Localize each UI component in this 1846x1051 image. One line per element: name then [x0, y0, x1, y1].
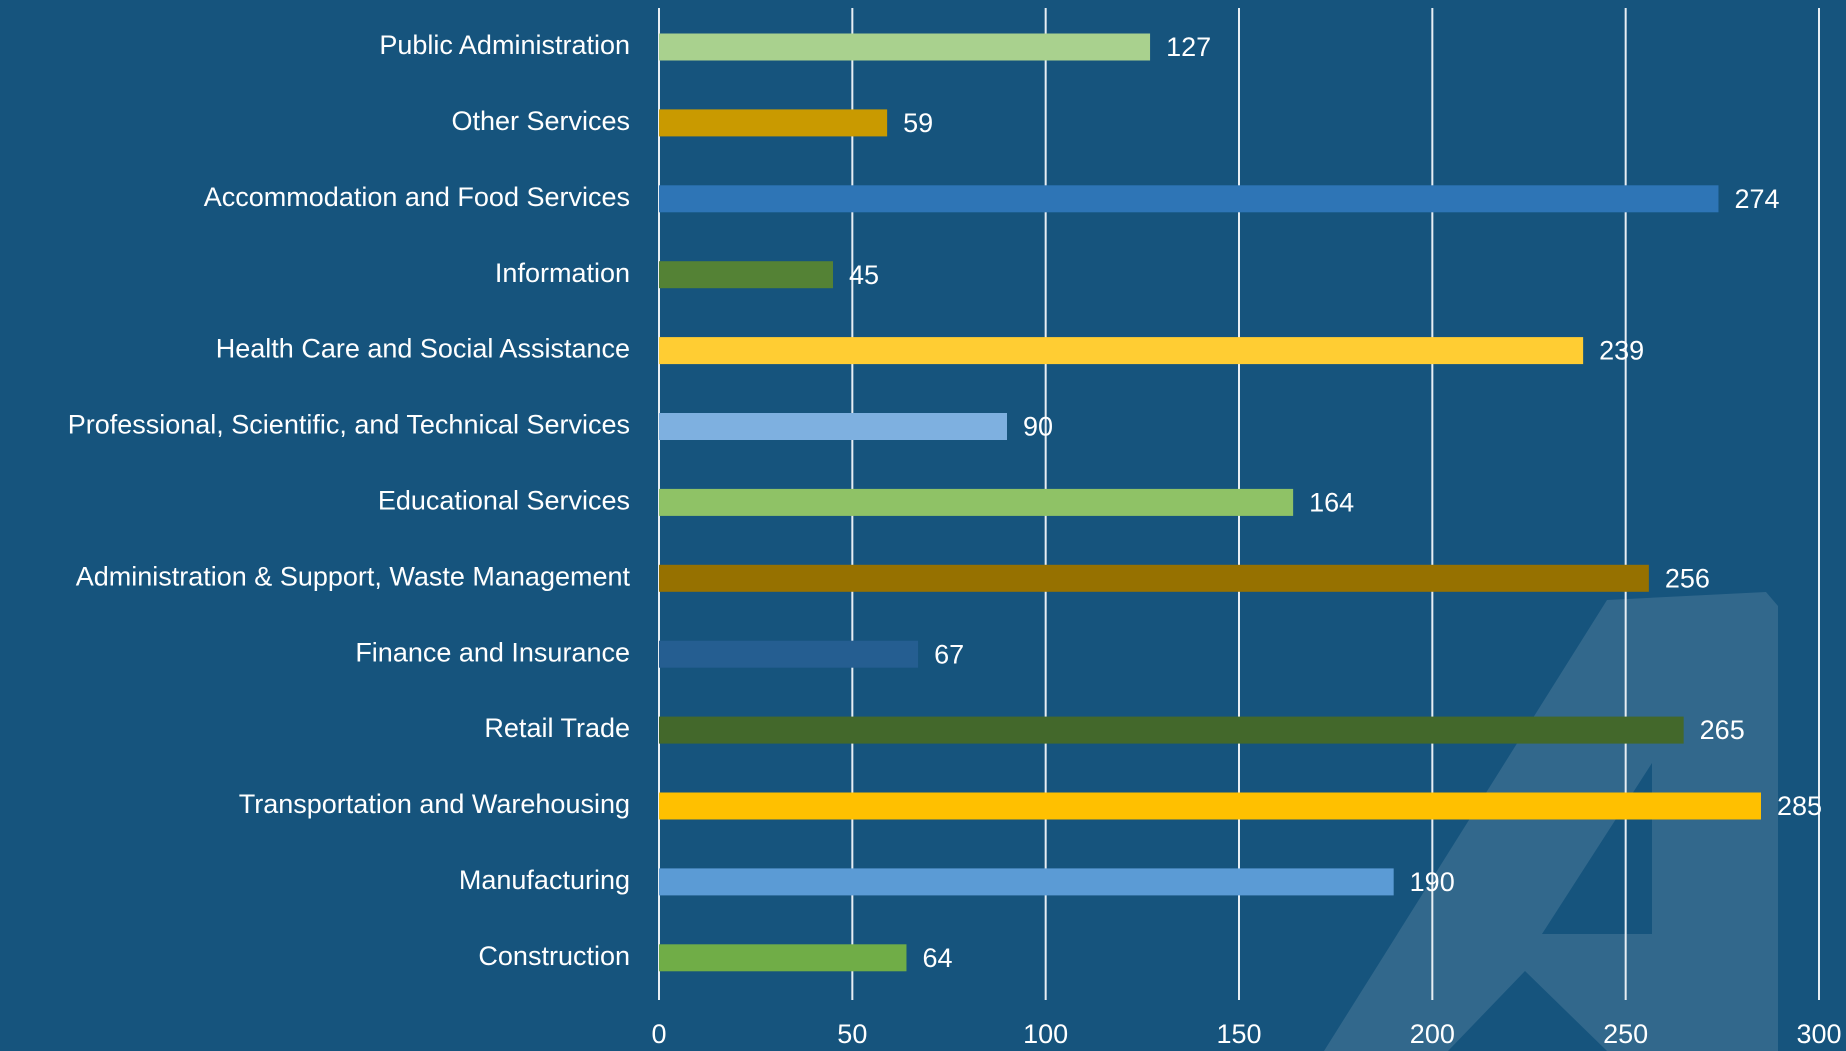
y-tick-label: Accommodation and Food Services [204, 182, 630, 212]
bar [659, 944, 907, 972]
bar [659, 337, 1584, 365]
x-tick-label: 0 [651, 1019, 666, 1049]
y-tick-label: Retail Trade [484, 713, 630, 743]
y-tick-label: Administration & Support, Waste Manageme… [76, 561, 631, 591]
data-label: 90 [1023, 412, 1053, 442]
x-tick-label: 150 [1216, 1019, 1261, 1049]
bar [659, 109, 888, 137]
y-tick-label: Other Services [451, 106, 630, 136]
bar [659, 261, 833, 289]
bar [659, 792, 1761, 820]
bar [659, 488, 1294, 516]
x-tick-label: 200 [1410, 1019, 1455, 1049]
bar [659, 185, 1719, 213]
data-label: 59 [903, 108, 933, 138]
y-tick-label: Public Administration [379, 30, 630, 60]
x-tick-label: 250 [1603, 1019, 1648, 1049]
x-tick-label: 300 [1796, 1019, 1841, 1049]
bar [659, 33, 1151, 61]
y-tick-label: Manufacturing [459, 865, 630, 895]
bar [659, 716, 1684, 744]
data-label: 256 [1665, 563, 1710, 593]
y-tick-label: Construction [478, 941, 630, 971]
data-label: 285 [1777, 791, 1822, 821]
data-label: 274 [1734, 184, 1779, 214]
x-tick-label: 50 [837, 1019, 867, 1049]
y-tick-label: Finance and Insurance [355, 637, 630, 667]
x-tick-label: 100 [1023, 1019, 1068, 1049]
data-label: 45 [849, 260, 879, 290]
bar [659, 868, 1394, 896]
data-label: 239 [1599, 336, 1644, 366]
y-tick-label: Health Care and Social Assistance [216, 334, 630, 364]
data-label: 67 [934, 639, 964, 669]
data-label: 190 [1410, 867, 1455, 897]
y-tick-label: Information [495, 258, 630, 288]
bar [659, 413, 1007, 440]
data-label: 265 [1700, 715, 1745, 745]
y-tick-label: Educational Services [378, 486, 630, 516]
watermark [1324, 592, 1778, 1051]
y-tick-label: Transportation and Warehousing [239, 789, 630, 819]
bar [659, 640, 919, 668]
data-label: 164 [1309, 488, 1354, 518]
bar [659, 564, 1649, 592]
data-label: 127 [1166, 32, 1211, 62]
y-tick-label: Professional, Scientific, and Technical … [68, 410, 630, 440]
data-label: 64 [922, 943, 952, 973]
